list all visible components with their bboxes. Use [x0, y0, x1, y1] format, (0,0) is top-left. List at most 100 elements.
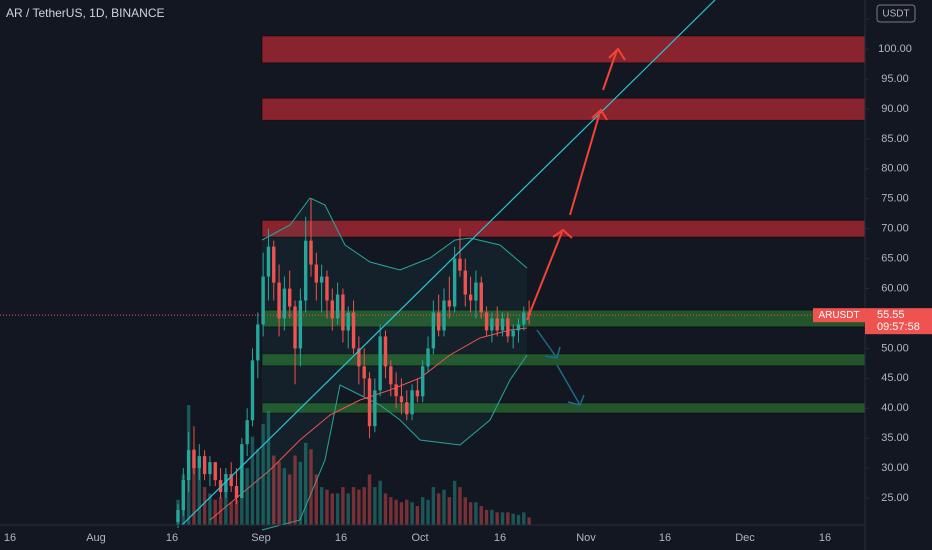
candle-body — [415, 390, 420, 397]
volume-bar — [506, 512, 510, 525]
candle-body — [314, 264, 319, 283]
y-tick-label: 40.00 — [881, 402, 909, 414]
y-tick-label: 35.00 — [881, 432, 909, 444]
x-tick-label: 16 — [166, 532, 178, 544]
candle-body — [197, 456, 201, 469]
volume-bar — [325, 489, 329, 525]
y-tick-label: 60.00 — [881, 282, 909, 294]
volume-bar — [468, 502, 473, 525]
candle-body — [468, 294, 473, 301]
candle-body — [495, 318, 499, 331]
volume-bar — [442, 489, 446, 525]
x-tick-label: Nov — [576, 532, 596, 544]
x-axis: 16 Aug 16 Sep 16 Oct 16 Nov 16 Dec 16 — [4, 532, 831, 544]
candle-body — [325, 276, 329, 301]
countdown: 09:57:58 — [877, 321, 920, 333]
volume-bar — [415, 506, 420, 525]
bollinger-lower — [261, 354, 528, 531]
volume-bar — [293, 455, 297, 525]
candle-body — [245, 420, 249, 445]
volume-bar — [288, 474, 292, 525]
candle-body — [341, 294, 345, 331]
currency: USDT — [882, 9, 909, 20]
bollinger-upper — [261, 197, 528, 271]
candle-body — [282, 288, 287, 319]
volume-bar — [394, 499, 398, 525]
y-tick-label: 75.00 — [881, 193, 909, 205]
candle-body — [421, 366, 425, 397]
volume-bar — [495, 512, 499, 525]
candle-body — [458, 258, 462, 271]
volume-bar — [261, 423, 265, 525]
chart-title: AR / TetherUS, 1D, BINANCE — [6, 6, 165, 20]
candle-body — [362, 366, 366, 379]
candle-body — [516, 324, 521, 331]
volume-bar — [250, 436, 255, 525]
volume-bar — [421, 497, 425, 525]
volume-bar — [335, 493, 340, 525]
candle-body — [431, 312, 436, 349]
volume-bar — [522, 512, 526, 525]
candle-body — [522, 312, 526, 325]
y-tick-label: 45.00 — [881, 372, 909, 384]
candle-body — [303, 240, 308, 301]
candle-body — [309, 240, 313, 265]
volume-bar — [373, 487, 377, 525]
volume-bar — [357, 489, 361, 525]
volume-bar — [367, 474, 372, 525]
volume-bar — [309, 449, 313, 525]
candle-body — [479, 282, 483, 313]
candle-body — [447, 300, 452, 307]
candle-body — [405, 402, 409, 415]
volume-bar — [240, 480, 244, 525]
volume-bar — [516, 514, 521, 525]
candle-body — [394, 384, 398, 397]
volume-bar — [378, 480, 382, 525]
y-tick-label: 85.00 — [881, 133, 909, 145]
volume-bar — [224, 487, 228, 525]
candle-body — [234, 486, 239, 499]
symbol-tag: ARUSDT — [818, 310, 859, 321]
candle-body — [176, 510, 180, 523]
volume-bar — [362, 487, 366, 525]
candle-body — [202, 456, 207, 475]
candle-body — [335, 294, 340, 319]
volume-bar — [303, 442, 308, 525]
volume-bar — [319, 487, 324, 525]
y-tick-label: 80.00 — [881, 163, 909, 175]
candle-body — [500, 318, 505, 331]
symbol-tag-bg — [813, 308, 865, 323]
volume-bar — [192, 449, 196, 525]
candle-body — [181, 480, 186, 511]
volume-bar — [383, 493, 388, 525]
candle-body — [463, 270, 467, 295]
candle-body — [378, 336, 382, 391]
zone — [261, 219, 866, 238]
volume-bar — [266, 411, 271, 525]
zone — [261, 97, 866, 121]
x-tick-label: 16 — [4, 532, 16, 544]
candle-body — [357, 348, 361, 367]
candle-body — [436, 312, 441, 331]
volume-bar — [330, 493, 334, 525]
candle-body — [490, 318, 494, 331]
candle-body — [277, 282, 281, 319]
candle-body — [298, 300, 303, 349]
y-tick-label: 95.00 — [881, 73, 909, 85]
trend-line — [181, 0, 716, 526]
volume-bar — [341, 487, 345, 525]
volume-bar — [208, 493, 212, 525]
y-tick-label: 90.00 — [881, 103, 909, 115]
x-tick-label: 16 — [659, 532, 671, 544]
candle-body — [399, 396, 404, 403]
volume-bar — [484, 509, 489, 525]
volume-bar — [202, 487, 207, 525]
volume-bar — [218, 497, 223, 525]
volume-bar — [410, 502, 414, 525]
candle-body — [224, 474, 228, 493]
y-tick-label: 50.00 — [881, 342, 909, 354]
candle-body — [351, 312, 356, 349]
volume-bar — [256, 449, 260, 525]
